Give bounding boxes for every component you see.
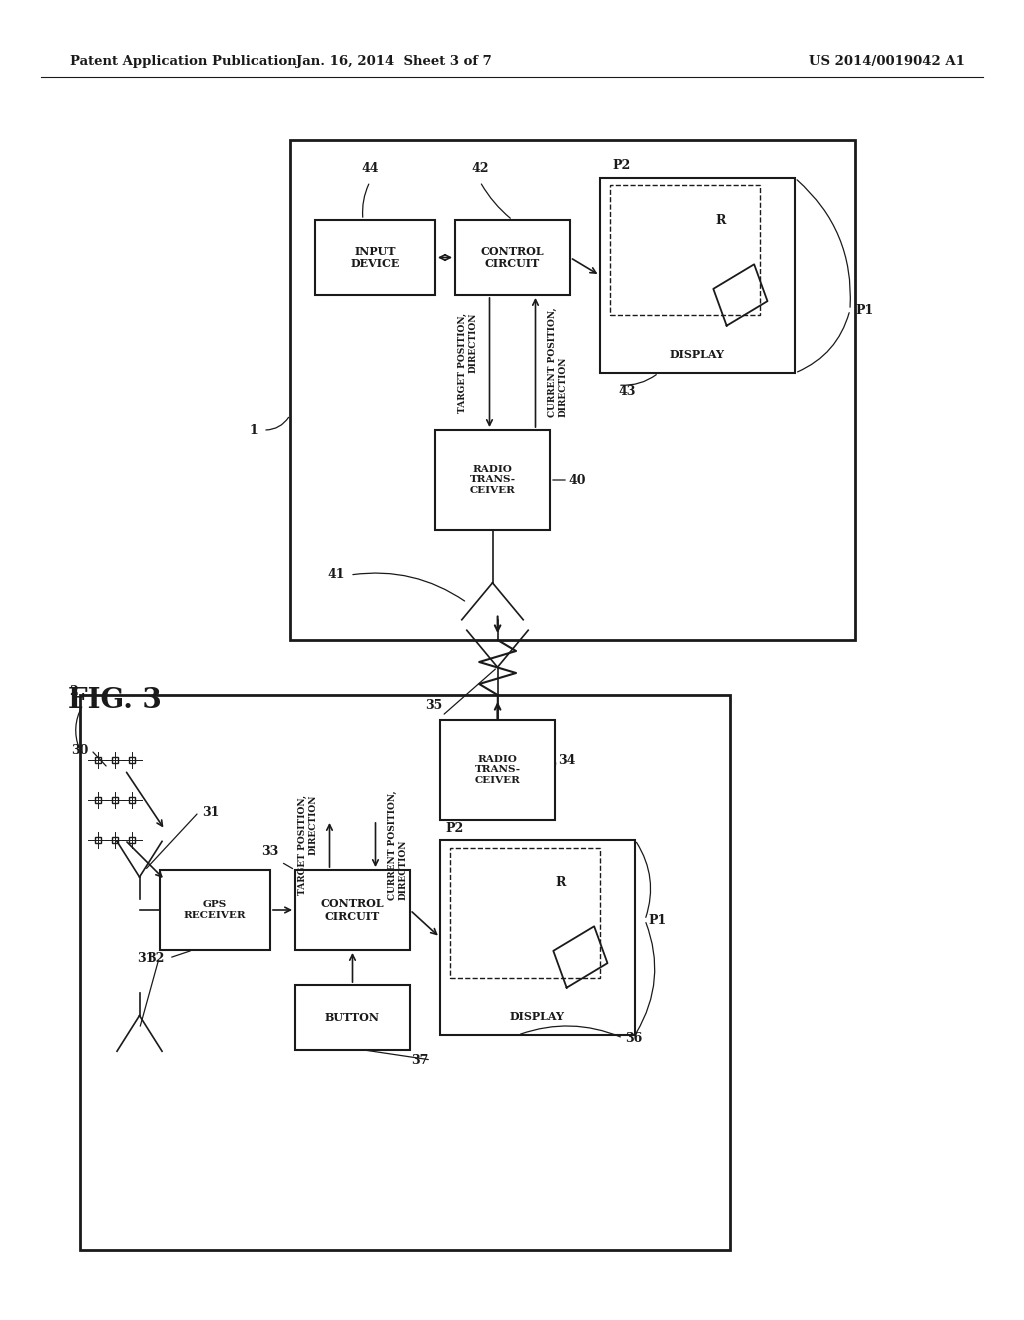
Text: DISPLAY: DISPLAY (510, 1011, 565, 1022)
Bar (315, 220, 435, 294)
Text: US 2014/0019042 A1: US 2014/0019042 A1 (809, 55, 965, 69)
Bar (435, 430, 550, 531)
Text: 36: 36 (625, 1031, 642, 1044)
Text: TARGET POSITION,
DIRECTION: TARGET POSITION, DIRECTION (298, 795, 317, 895)
Text: TARGET POSITION,
DIRECTION: TARGET POSITION, DIRECTION (458, 313, 477, 413)
Text: 2: 2 (70, 685, 78, 698)
Text: INPUT
DEVICE: INPUT DEVICE (350, 246, 399, 269)
Text: 1: 1 (249, 424, 258, 437)
Text: CONTROL
CIRCUIT: CONTROL CIRCUIT (321, 898, 384, 921)
Text: R: R (556, 876, 566, 890)
Text: P2: P2 (612, 158, 630, 172)
Text: 31: 31 (202, 805, 219, 818)
Text: 44: 44 (361, 162, 379, 176)
Text: RADIO
TRANS-
CEIVER: RADIO TRANS- CEIVER (469, 465, 515, 495)
Bar (610, 185, 760, 315)
Text: 33: 33 (261, 845, 278, 858)
Text: 31: 31 (137, 952, 155, 965)
Text: 40: 40 (568, 474, 586, 487)
Text: P1: P1 (855, 304, 873, 317)
Text: 42: 42 (471, 162, 488, 176)
Bar (455, 220, 570, 294)
Text: Patent Application Publication: Patent Application Publication (70, 55, 296, 69)
Bar (440, 840, 635, 1035)
Text: CONTROL
CIRCUIT: CONTROL CIRCUIT (480, 246, 545, 269)
Text: GPS
RECEIVER: GPS RECEIVER (183, 900, 247, 920)
Bar (295, 870, 410, 950)
Text: RADIO
TRANS-
CEIVER: RADIO TRANS- CEIVER (474, 755, 520, 785)
Text: 43: 43 (618, 385, 635, 399)
Bar (290, 140, 855, 640)
Text: 34: 34 (558, 754, 575, 767)
Text: Jan. 16, 2014  Sheet 3 of 7: Jan. 16, 2014 Sheet 3 of 7 (296, 55, 493, 69)
Bar (440, 719, 555, 820)
Text: R: R (716, 214, 726, 227)
Bar (600, 178, 795, 374)
Text: 37: 37 (411, 1053, 428, 1067)
Bar (160, 870, 270, 950)
Bar (295, 985, 410, 1049)
Text: P1: P1 (648, 913, 667, 927)
Text: FIG. 3: FIG. 3 (68, 686, 162, 714)
Text: CURRENT POSITION,
DIRECTION: CURRENT POSITION, DIRECTION (548, 308, 567, 417)
Text: CURRENT POSITION,
DIRECTION: CURRENT POSITION, DIRECTION (388, 791, 408, 900)
Text: P2: P2 (445, 822, 463, 836)
Text: DISPLAY: DISPLAY (670, 348, 725, 360)
Bar (80, 696, 730, 1250)
Text: BUTTON: BUTTON (325, 1012, 380, 1023)
Text: 41: 41 (328, 569, 345, 582)
Text: 30: 30 (71, 743, 88, 756)
Bar (450, 847, 600, 978)
Text: 32: 32 (147, 952, 165, 965)
Text: 35: 35 (425, 700, 442, 711)
